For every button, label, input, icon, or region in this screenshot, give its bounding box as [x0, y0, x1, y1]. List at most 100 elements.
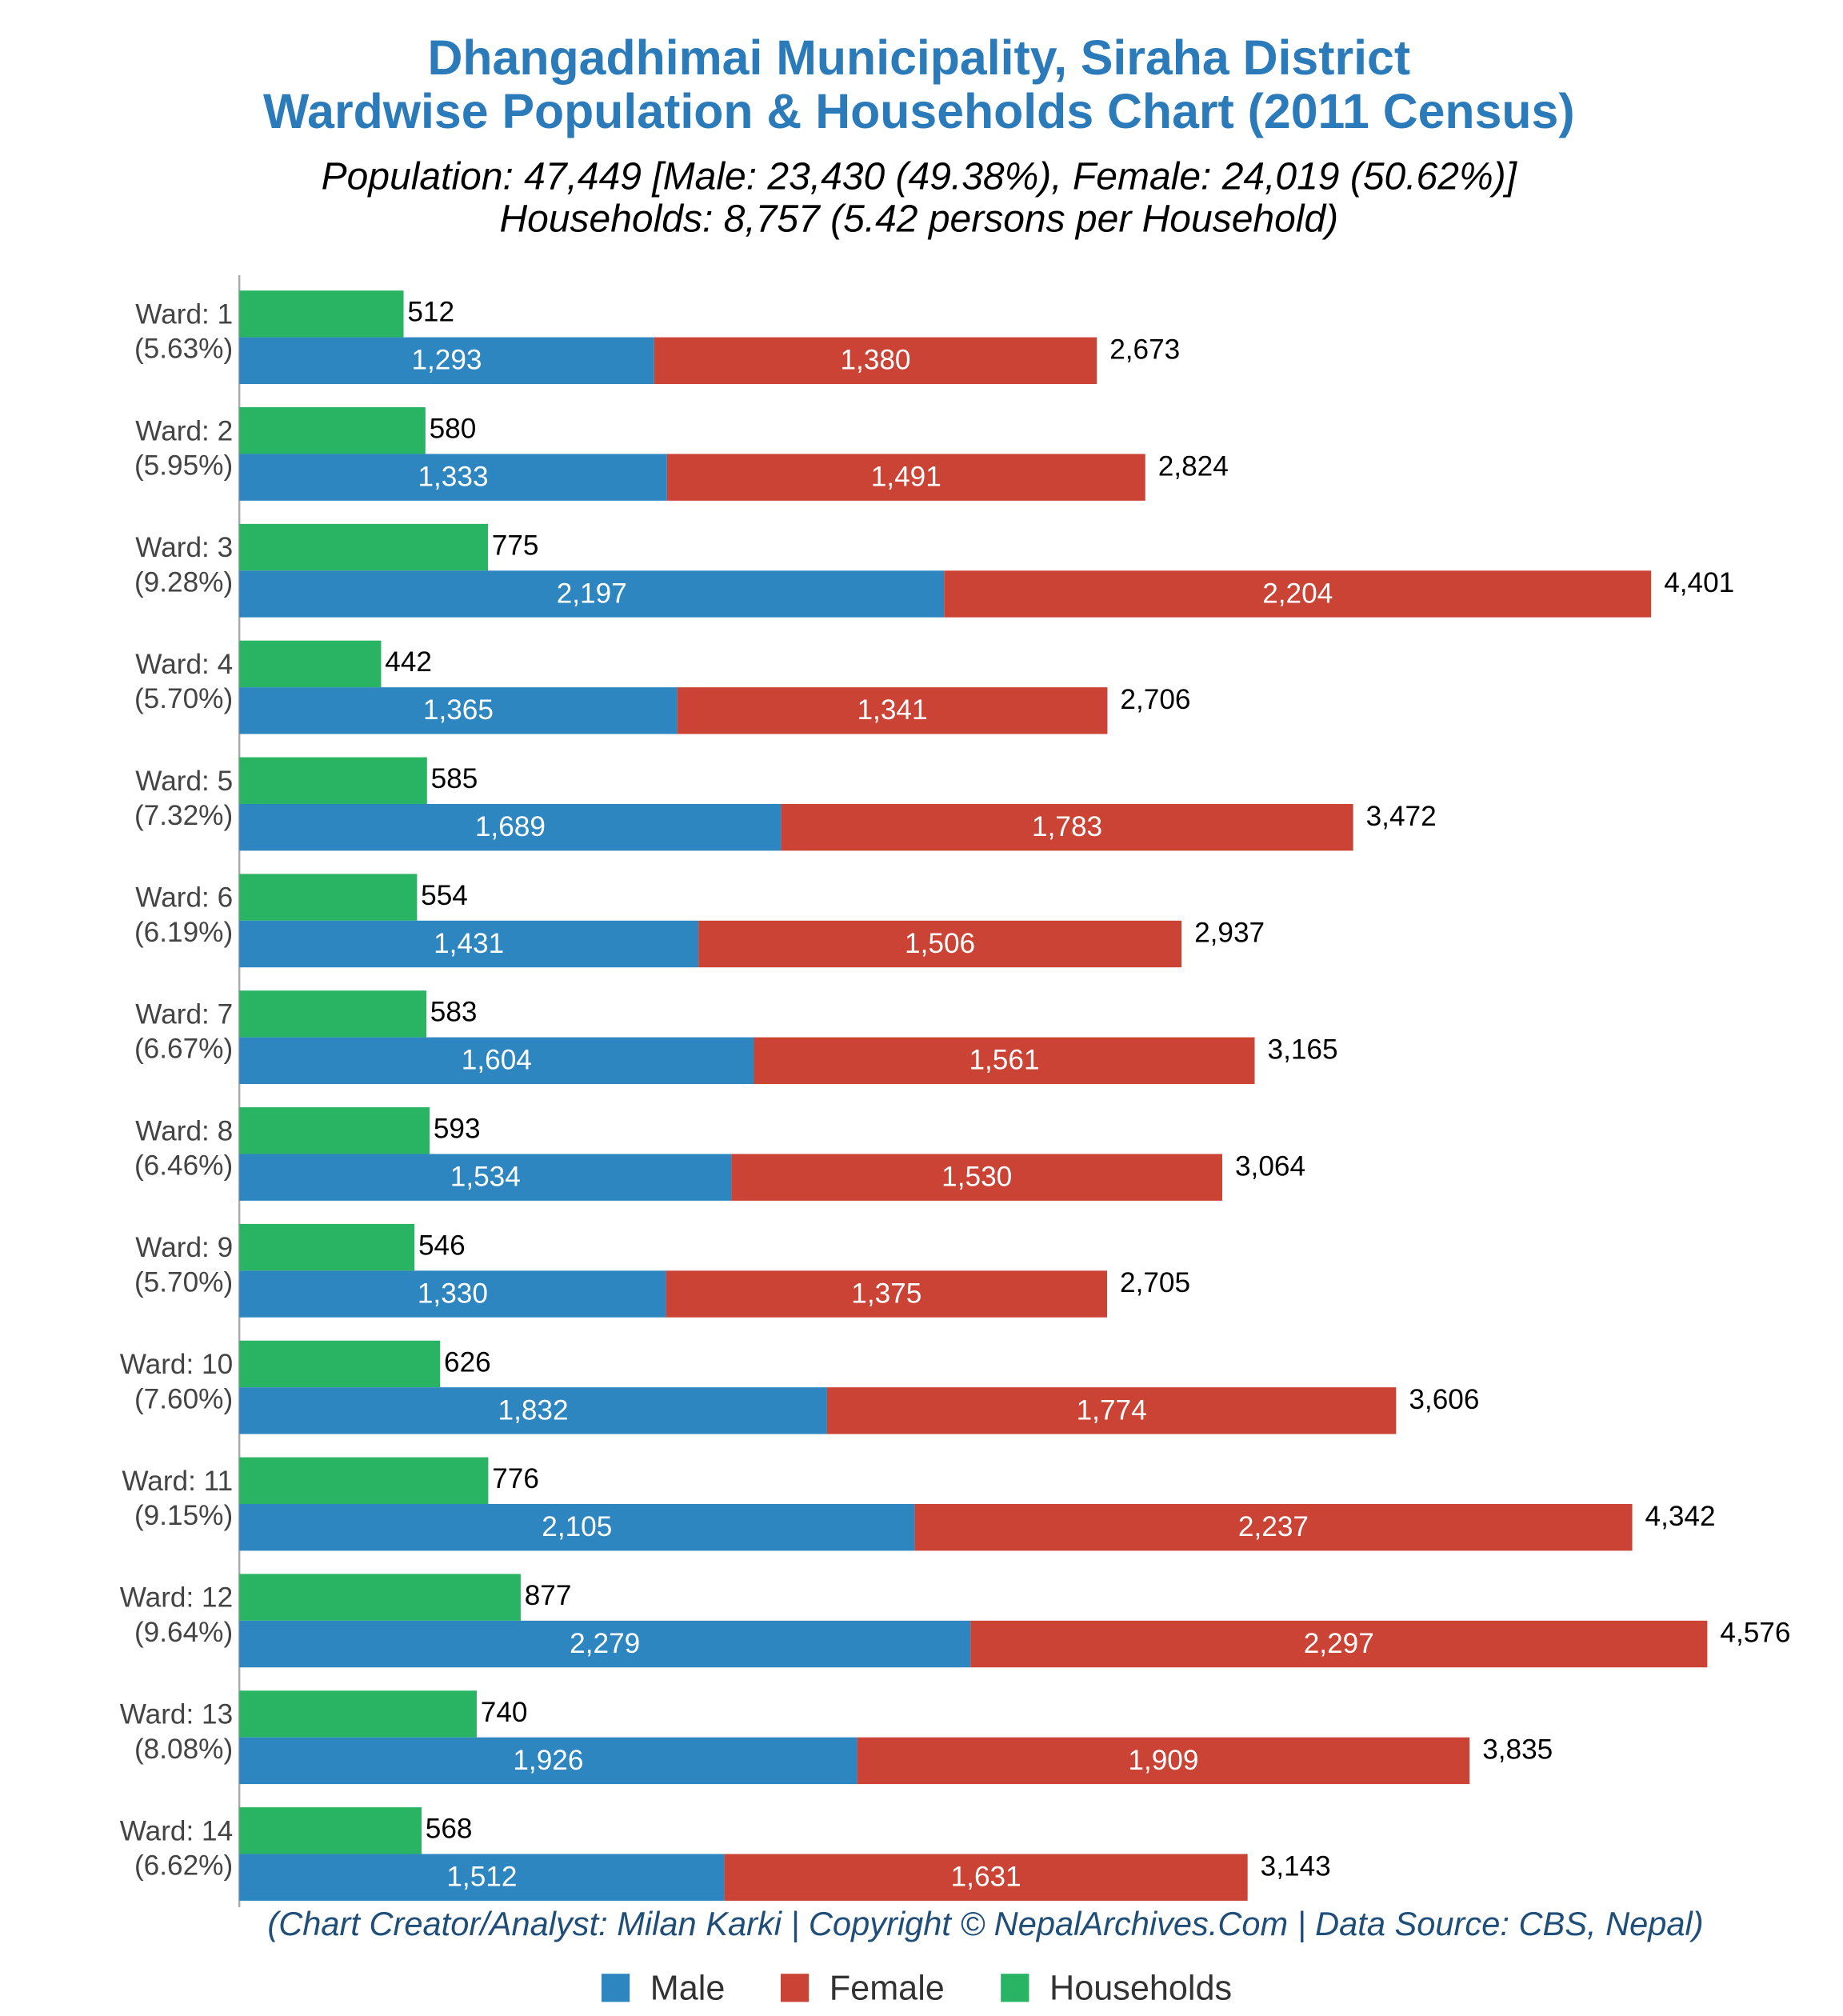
bar [239, 640, 382, 688]
category-note: (5.70%) [134, 683, 233, 714]
category-label: Ward: 5 [135, 766, 233, 797]
value-label: 546 [418, 1230, 466, 1261]
bar [239, 454, 667, 501]
bar [239, 1270, 666, 1318]
total-label: 4,401 [1664, 567, 1734, 598]
value-label: 568 [426, 1814, 473, 1845]
bar [239, 1107, 430, 1154]
value-label: 2,297 [1304, 1628, 1374, 1659]
total-label: 4,576 [1720, 1618, 1790, 1649]
bar [239, 1854, 725, 1901]
bar [239, 990, 427, 1038]
bar [239, 1807, 422, 1854]
value-label: 583 [430, 997, 478, 1028]
value-label: 1,330 [418, 1278, 488, 1309]
value-label: 1,375 [851, 1278, 922, 1309]
value-label: 2,279 [570, 1628, 640, 1659]
category-note: (6.46%) [134, 1150, 233, 1182]
bar [857, 1737, 1470, 1785]
value-label: 1,926 [513, 1745, 583, 1776]
bar [666, 1270, 1108, 1318]
category-label: Ward: 7 [135, 999, 233, 1030]
category-note: (6.67%) [134, 1034, 233, 1065]
footnote: (Chart Creator/Analyst: Milan Karki | Co… [267, 1905, 1703, 1943]
bar [944, 570, 1652, 618]
value-label: 626 [444, 1346, 491, 1378]
bar [239, 337, 654, 384]
value-label: 2,197 [557, 578, 627, 609]
bar [239, 687, 678, 734]
value-label: 1,512 [446, 1862, 517, 1893]
total-label: 2,673 [1109, 334, 1180, 365]
bar [239, 1387, 827, 1434]
category-note: (7.32%) [134, 800, 233, 831]
category-label: Ward: 12 [120, 1582, 233, 1614]
bar [239, 407, 426, 454]
value-label: 1,530 [941, 1162, 1012, 1193]
bar [698, 920, 1182, 968]
total-label: 3,472 [1366, 801, 1437, 832]
value-label: 1,341 [857, 694, 927, 726]
chart-subtitle: Population: 47,449 [Male: 23,430 (49.38%… [322, 156, 1518, 198]
value-label: 554 [421, 880, 468, 911]
category-note: (9.28%) [134, 566, 233, 598]
bar [239, 1574, 521, 1621]
value-label: 1,832 [498, 1394, 569, 1426]
category-label: Ward: 13 [120, 1699, 233, 1730]
value-label: 775 [492, 530, 539, 561]
chart-title: Dhangadhimai Municipality, Siraha Distri… [428, 30, 1411, 85]
category-label: Ward: 9 [135, 1232, 233, 1263]
value-label: 2,237 [1238, 1511, 1309, 1542]
legend-swatch [1001, 1974, 1029, 2002]
total-label: 2,705 [1120, 1267, 1190, 1298]
category-note: (5.95%) [134, 450, 233, 482]
value-label: 776 [492, 1463, 539, 1494]
legend-swatch [781, 1974, 810, 2002]
total-label: 3,064 [1235, 1150, 1305, 1182]
bar [239, 1154, 732, 1201]
bar [677, 687, 1108, 734]
value-label: 1,491 [871, 462, 941, 493]
value-label: 593 [434, 1114, 481, 1145]
category-label: Ward: 10 [120, 1349, 233, 1380]
total-label: 3,835 [1482, 1734, 1553, 1766]
bar [724, 1854, 1248, 1901]
category-note: (7.60%) [134, 1383, 233, 1414]
value-label: 585 [431, 763, 478, 794]
total-label: 3,606 [1409, 1384, 1479, 1415]
bar [970, 1620, 1708, 1668]
bar [239, 1690, 477, 1738]
total-label: 2,937 [1194, 918, 1265, 949]
total-label: 3,143 [1261, 1850, 1331, 1882]
bar [239, 920, 699, 968]
bar [239, 1340, 441, 1388]
value-label: 1,604 [462, 1045, 532, 1076]
value-label: 442 [385, 646, 432, 678]
category-note: (5.70%) [134, 1266, 233, 1298]
value-label: 512 [407, 297, 454, 328]
bar [239, 290, 404, 338]
category-note: (6.62%) [134, 1850, 233, 1882]
category-note: (9.64%) [134, 1617, 233, 1648]
value-label: 740 [481, 1697, 528, 1728]
bar [754, 1037, 1255, 1085]
value-label: 1,783 [1032, 811, 1102, 842]
bar [731, 1154, 1222, 1201]
value-label: 1,380 [840, 345, 910, 376]
value-label: 2,105 [542, 1511, 612, 1542]
total-label: 2,824 [1158, 450, 1229, 482]
category-label: Ward: 2 [135, 415, 233, 446]
value-label: 1,431 [434, 928, 504, 959]
value-label: 1,534 [450, 1162, 521, 1193]
legend-label: Households [1049, 1969, 1232, 2007]
legend-label: Male [650, 1969, 726, 2007]
legend-swatch [602, 1974, 630, 2002]
category-label: Ward: 8 [135, 1115, 233, 1146]
category-label: Ward: 1 [135, 298, 233, 330]
category-note: (6.19%) [134, 917, 233, 948]
bar [239, 757, 427, 804]
value-label: 1,365 [423, 694, 494, 726]
bar [239, 1223, 415, 1271]
value-label: 1,293 [411, 345, 482, 376]
